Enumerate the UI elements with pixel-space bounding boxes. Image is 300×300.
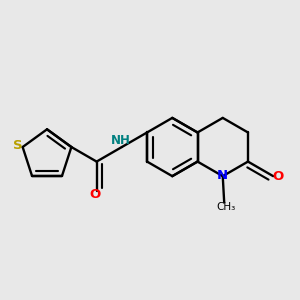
Text: NH: NH	[111, 134, 131, 147]
Text: O: O	[272, 170, 284, 183]
Text: CH₃: CH₃	[216, 202, 235, 212]
Text: S: S	[13, 139, 22, 152]
Text: O: O	[89, 188, 101, 201]
Text: N: N	[217, 169, 228, 182]
